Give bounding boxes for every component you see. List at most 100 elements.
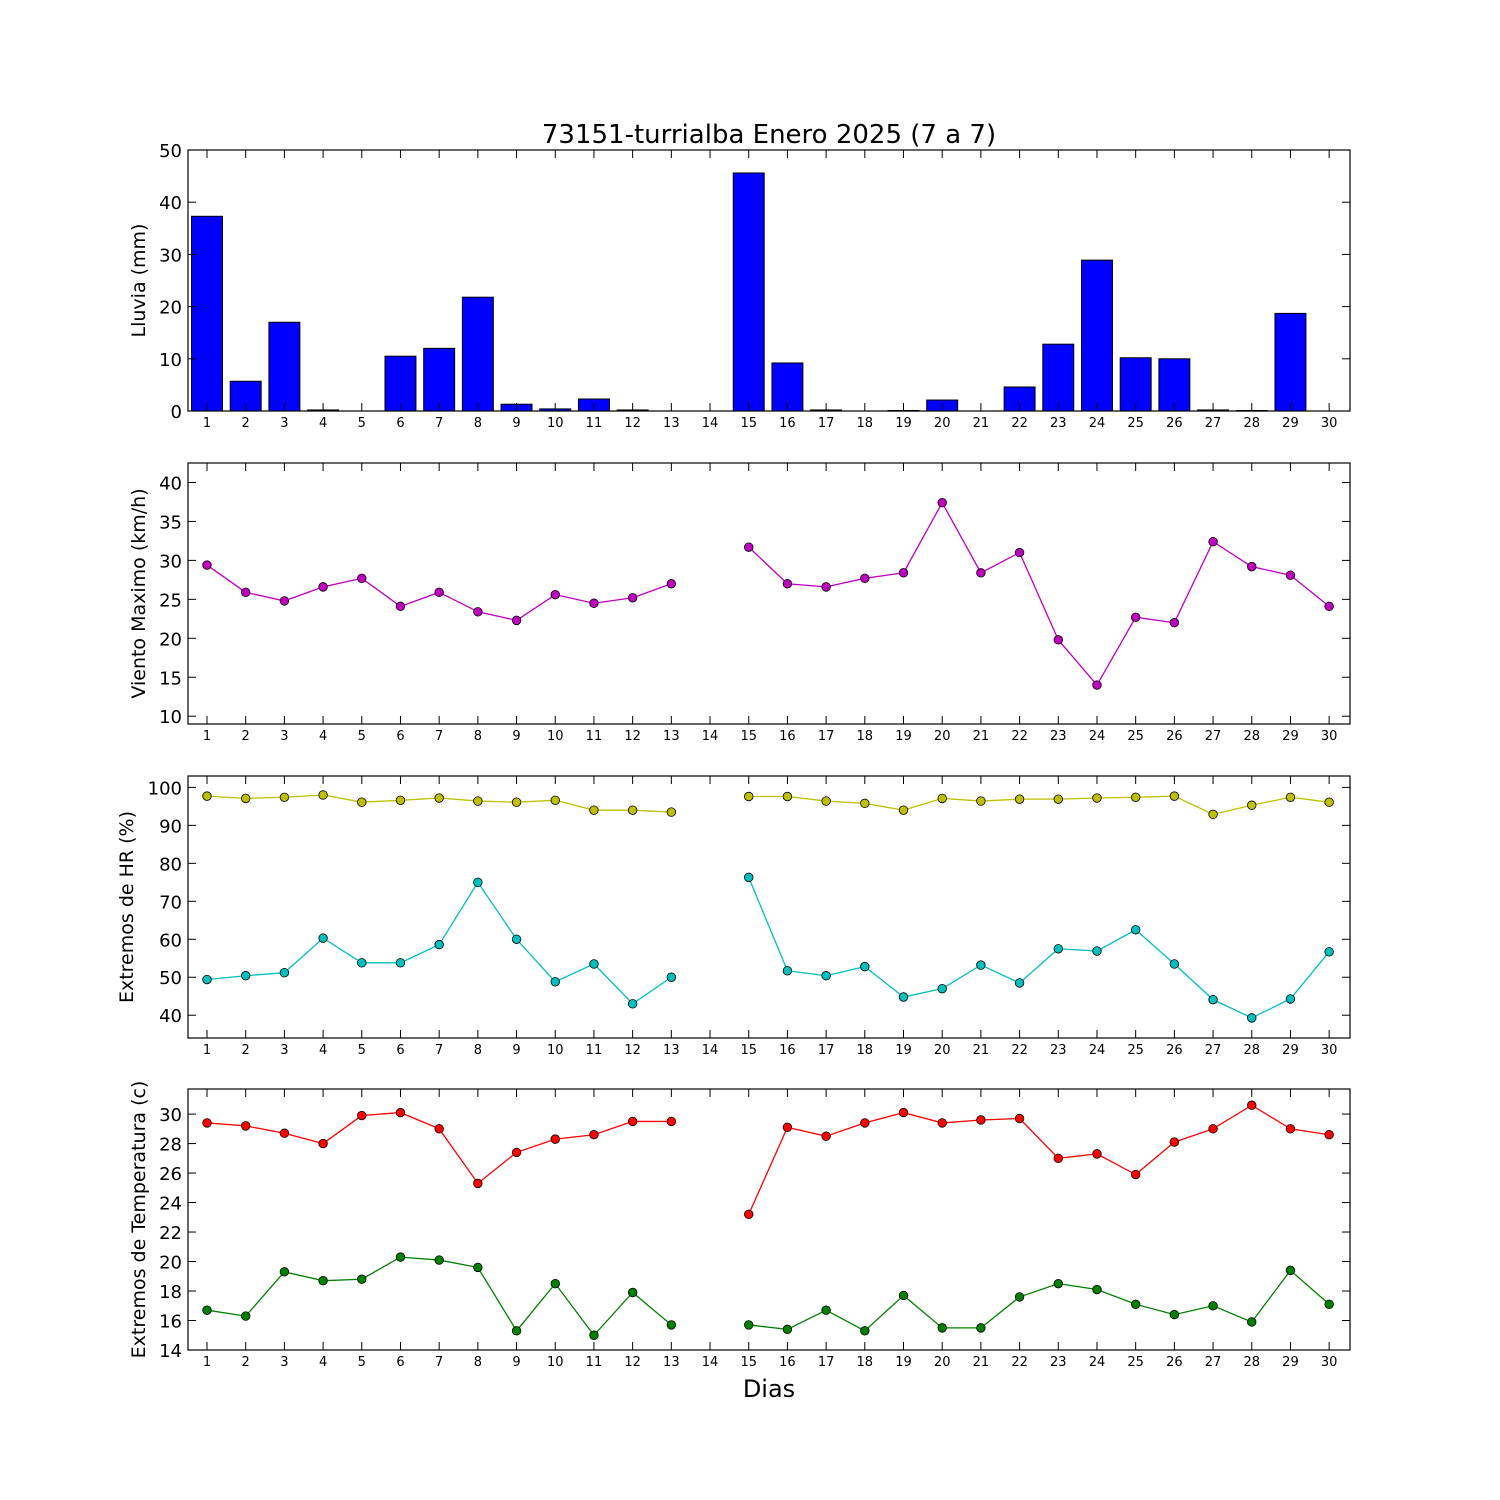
series-2-point-day-22 <box>1014 1292 1025 1302</box>
x-tick-label: 5 <box>358 1043 366 1058</box>
x-tick-label: 1 <box>203 1355 211 1370</box>
x-tick-label: 1 <box>203 729 211 744</box>
y-axis-label: Viento Maximo (km/h) <box>128 488 150 698</box>
series-2-point-day-2 <box>240 1311 251 1321</box>
series-2-line <box>748 1269 1330 1332</box>
series-1-point-day-2 <box>240 793 251 804</box>
x-tick-label: 24 <box>1089 416 1106 431</box>
x-tick-label: 5 <box>358 416 366 431</box>
x-tick-label: 29 <box>1282 416 1299 431</box>
y-tick-label: 20 <box>159 298 182 319</box>
series-2-point-day-6 <box>395 1252 406 1262</box>
x-tick-label: 16 <box>779 729 796 744</box>
x-tick-label: 21 <box>973 1355 990 1370</box>
series-1-point-day-11 <box>589 1130 599 1140</box>
series-1-point-day-19 <box>898 805 909 815</box>
series-1-point-day-18 <box>860 798 870 809</box>
x-tick-label: 16 <box>779 1355 796 1370</box>
series-2-point-day-30 <box>1324 947 1334 957</box>
series-1-point-day-29 <box>1285 792 1296 802</box>
bar-day-29 <box>1274 312 1307 412</box>
series-2-point-day-7 <box>434 1255 444 1265</box>
panel-2-frame <box>187 462 1351 725</box>
series-1-point-day-27 <box>1208 536 1218 547</box>
series-1-point-day-4 <box>318 582 328 592</box>
x-tick-label: 21 <box>973 416 990 431</box>
series-2-point-day-29 <box>1285 994 1296 1004</box>
x-tick-label: 6 <box>396 416 404 431</box>
x-tick-label: 12 <box>624 729 641 744</box>
bar-day-26 <box>1158 358 1191 412</box>
x-tick-label: 18 <box>857 729 874 744</box>
series-1-line <box>206 1111 672 1185</box>
y-tick-label: 50 <box>159 968 182 989</box>
series-2-point-day-27 <box>1208 994 1218 1005</box>
series-2-point-day-23 <box>1053 1278 1063 1289</box>
y-tick-label: 28 <box>159 1135 182 1156</box>
x-tick-label: 27 <box>1205 729 1222 744</box>
y-axis-label: Extremos de HR (%) <box>116 811 138 1003</box>
series-2-point-day-17 <box>821 971 831 981</box>
x-tick-label: 13 <box>663 416 680 431</box>
series-1-point-day-21 <box>976 1115 986 1125</box>
x-tick-label: 14 <box>702 729 719 744</box>
x-tick-label: 7 <box>435 729 443 744</box>
series-1-point-day-1 <box>202 1118 212 1128</box>
series-2-point-day-11 <box>589 959 599 969</box>
x-tick-label: 3 <box>280 416 288 431</box>
x-tick-label: 30 <box>1321 1355 1338 1370</box>
series-2-point-day-27 <box>1208 1301 1218 1311</box>
x-tick-label: 27 <box>1205 1043 1222 1058</box>
x-tick-label: 30 <box>1321 416 1338 431</box>
series-2-point-day-19 <box>898 1290 909 1301</box>
series-1-point-day-30 <box>1324 1130 1334 1140</box>
x-tick-label: 22 <box>1011 1355 1028 1370</box>
series-2-point-day-9 <box>511 1326 522 1336</box>
series-1-point-day-16 <box>782 1122 793 1133</box>
x-tick-label: 15 <box>740 729 757 744</box>
series-2-point-day-2 <box>240 971 251 981</box>
series-1-point-day-1 <box>202 560 212 570</box>
x-tick-label: 4 <box>319 1043 327 1058</box>
bar-day-1 <box>191 215 223 412</box>
x-tick-label: 18 <box>857 416 874 431</box>
x-tick-label: 4 <box>319 729 327 744</box>
x-tick-label: 16 <box>779 416 796 431</box>
x-tick-label: 30 <box>1321 1043 1338 1058</box>
x-tick-label: 11 <box>586 416 603 431</box>
y-tick-label: 40 <box>159 193 182 214</box>
series-2-point-day-5 <box>357 958 367 968</box>
series-1-point-day-28 <box>1247 561 1257 572</box>
series-2-point-day-8 <box>473 1262 483 1273</box>
series-1-point-day-18 <box>860 1118 870 1128</box>
y-tick-label: 50 <box>159 141 182 162</box>
series-1-point-day-18 <box>860 573 870 584</box>
series-1-line <box>748 795 1330 816</box>
series-1-point-day-20 <box>937 1118 947 1128</box>
x-tick-label: 28 <box>1243 1043 1260 1058</box>
series-1-point-day-3 <box>279 1128 290 1138</box>
series-1-point-day-25 <box>1130 792 1141 802</box>
x-tick-label: 1 <box>203 1043 211 1058</box>
series-2-point-day-3 <box>279 1267 290 1277</box>
series-1-point-day-27 <box>1208 1124 1218 1134</box>
series-1-point-day-26 <box>1169 618 1180 628</box>
x-tick-label: 20 <box>934 416 951 431</box>
series-1-point-day-25 <box>1130 612 1141 622</box>
x-tick-label: 23 <box>1050 416 1067 431</box>
x-tick-label: 8 <box>474 1043 482 1058</box>
bar-day-15 <box>732 172 765 412</box>
series-1-point-day-22 <box>1014 794 1025 804</box>
series-2-point-day-25 <box>1130 925 1141 935</box>
series-2-point-day-13 <box>666 1320 677 1330</box>
y-axis-label: Extremos de Temperatura (c) <box>128 1081 150 1359</box>
series-1-point-day-10 <box>550 1134 560 1144</box>
series-1-point-day-6 <box>395 795 406 806</box>
bar-day-6 <box>384 355 417 412</box>
series-1-point-day-12 <box>627 593 638 603</box>
x-tick-label: 6 <box>396 1043 404 1058</box>
x-tick-label: 10 <box>547 729 564 744</box>
series-2-point-day-6 <box>395 958 406 968</box>
